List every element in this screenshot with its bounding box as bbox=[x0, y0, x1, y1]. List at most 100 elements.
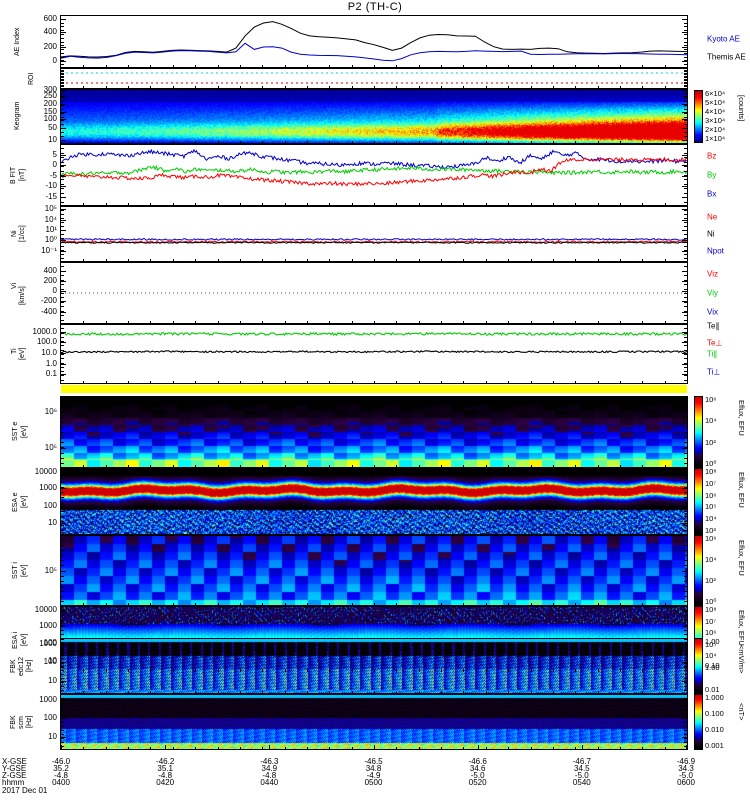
minor-tick-x bbox=[351, 203, 353, 206]
minor-tick-x bbox=[306, 86, 308, 89]
minor-tick-x bbox=[128, 65, 130, 68]
minor-tick bbox=[684, 620, 687, 622]
minor-tick bbox=[61, 197, 64, 199]
tick-mark bbox=[61, 46, 66, 48]
minor-tick bbox=[61, 270, 64, 272]
tick-mark bbox=[682, 352, 687, 354]
minor-tick bbox=[684, 515, 687, 517]
vi-ytick-0: 400 bbox=[43, 265, 57, 275]
minor-tick bbox=[61, 124, 64, 126]
minor-tick bbox=[61, 706, 64, 707]
minor-tick-x bbox=[664, 65, 666, 68]
minor-tick-x bbox=[642, 259, 644, 262]
footer-z_gse-3: -4.9 bbox=[366, 771, 381, 780]
minor-tick bbox=[61, 366, 64, 368]
panel-vi bbox=[60, 262, 688, 324]
minor-tick-x bbox=[418, 86, 420, 89]
minor-tick bbox=[61, 284, 64, 286]
ae-legend-0: Kyoto AE bbox=[707, 34, 740, 44]
footer-row-label-1: Y-GSE bbox=[2, 764, 27, 773]
tick-mark bbox=[61, 373, 66, 375]
minor-tick bbox=[61, 37, 64, 39]
footer-y_gse-1: 35.1 bbox=[157, 764, 173, 773]
minor-tick bbox=[684, 332, 687, 334]
minor-tick bbox=[61, 674, 64, 675]
minor-tick-x bbox=[105, 259, 107, 262]
minor-tick-x bbox=[508, 747, 510, 750]
tick-mark bbox=[682, 301, 687, 303]
minor-tick-x bbox=[195, 465, 197, 468]
minor-tick bbox=[684, 18, 687, 20]
sste-cbtick-3: 10⁰ bbox=[705, 459, 717, 468]
minor-tick bbox=[61, 201, 64, 203]
minor-tick bbox=[684, 379, 687, 381]
minor-tick bbox=[684, 37, 687, 39]
minor-tick-x bbox=[217, 691, 219, 694]
footer-hhmm-4: 0520 bbox=[468, 778, 487, 787]
minor-tick bbox=[684, 234, 687, 235]
minor-tick bbox=[684, 136, 687, 138]
minor-tick-x bbox=[150, 532, 152, 535]
minor-tick bbox=[684, 192, 687, 194]
x-axis-tick bbox=[165, 745, 167, 750]
minor-tick bbox=[684, 345, 687, 347]
minor-tick-x bbox=[239, 321, 241, 324]
minor-tick-x bbox=[239, 532, 241, 535]
minor-tick bbox=[61, 525, 64, 527]
minor-tick-x bbox=[239, 203, 241, 206]
minor-tick-x bbox=[508, 603, 510, 606]
minor-tick bbox=[684, 648, 687, 650]
minor-tick bbox=[684, 421, 687, 423]
bfit-legend-1: By bbox=[707, 170, 717, 180]
tick-mark bbox=[61, 186, 66, 188]
minor-tick bbox=[684, 371, 687, 373]
minor-tick bbox=[61, 662, 64, 663]
footer-hhmm-1: 0420 bbox=[156, 778, 175, 787]
minor-tick-x bbox=[374, 86, 375, 89]
minor-tick-x bbox=[597, 532, 599, 535]
minor-tick-x bbox=[150, 465, 152, 468]
ti-plot bbox=[61, 331, 687, 354]
minor-tick bbox=[684, 482, 687, 484]
minor-tick bbox=[684, 734, 687, 735]
keogram-cbtick-1: 5×10⁴ bbox=[705, 98, 726, 107]
minor-tick-x bbox=[508, 259, 510, 262]
minor-tick bbox=[61, 69, 64, 71]
esai-ytick-2: 100 bbox=[43, 637, 57, 647]
minor-tick-x bbox=[351, 141, 353, 144]
minor-tick bbox=[684, 52, 687, 54]
minor-tick-x bbox=[195, 86, 197, 89]
ti-ytick-4: 0.1 bbox=[45, 368, 57, 378]
minor-tick-x bbox=[306, 203, 308, 206]
minor-tick-x bbox=[642, 381, 644, 384]
minor-tick-x bbox=[463, 203, 465, 206]
esae-ytick-0: 10000 bbox=[34, 466, 57, 476]
minor-tick-x bbox=[485, 381, 487, 384]
minor-tick-x bbox=[217, 321, 219, 324]
minor-tick bbox=[61, 328, 64, 330]
tick-mark bbox=[61, 119, 66, 121]
tick-mark bbox=[61, 103, 66, 105]
esae-cbtick-5: 10³ bbox=[705, 526, 716, 535]
fbke-ytick-0: 1000 bbox=[39, 638, 57, 648]
minor-tick bbox=[684, 496, 687, 498]
minor-tick bbox=[61, 80, 64, 81]
minor-tick bbox=[684, 525, 687, 527]
minor-tick bbox=[684, 585, 687, 587]
minor-tick-x bbox=[418, 203, 420, 206]
minor-tick bbox=[61, 341, 64, 343]
minor-tick-x bbox=[306, 259, 308, 262]
minor-tick-x bbox=[530, 465, 532, 468]
minor-tick-x bbox=[329, 691, 331, 694]
minor-tick-x bbox=[619, 381, 621, 384]
minor-tick-x bbox=[597, 465, 599, 468]
minor-tick-x bbox=[306, 747, 308, 750]
minor-tick bbox=[684, 284, 687, 286]
minor-tick bbox=[684, 491, 687, 493]
minor-tick-x bbox=[396, 603, 398, 606]
minor-tick bbox=[61, 49, 64, 51]
minor-tick-x bbox=[485, 321, 487, 324]
minor-tick bbox=[61, 275, 64, 277]
minor-tick-x bbox=[552, 86, 554, 89]
minor-tick bbox=[684, 87, 687, 89]
